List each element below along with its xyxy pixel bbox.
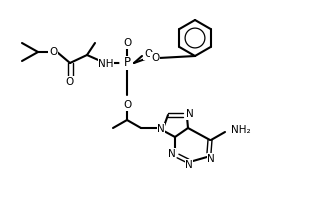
Text: P: P xyxy=(124,57,131,69)
Text: N: N xyxy=(185,160,193,170)
Text: O: O xyxy=(123,100,131,110)
Text: O: O xyxy=(144,49,152,59)
Text: N: N xyxy=(207,154,215,164)
Text: O: O xyxy=(151,53,159,63)
Text: NH: NH xyxy=(98,59,114,69)
Text: O: O xyxy=(66,77,74,87)
Text: N: N xyxy=(168,149,176,159)
Text: N: N xyxy=(186,109,194,119)
Circle shape xyxy=(120,56,134,70)
Text: O: O xyxy=(123,38,131,48)
Text: NH₂: NH₂ xyxy=(231,125,251,135)
Text: O: O xyxy=(49,47,57,57)
Text: N: N xyxy=(157,124,165,134)
